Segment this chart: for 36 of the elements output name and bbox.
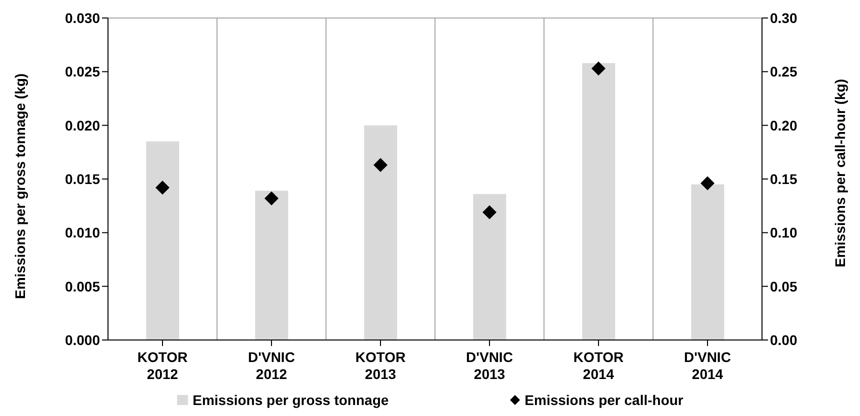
y-tick-label: 0.000 xyxy=(64,332,100,348)
legend-label: Emissions per call-hour xyxy=(524,392,684,408)
x-tick-label: D'VNIC 2012 xyxy=(248,349,295,382)
bar xyxy=(255,190,288,340)
y2-tick-label: 0.20 xyxy=(770,117,798,134)
point xyxy=(482,205,496,220)
y-axis-title: Emissions per gross tonnage (kg) xyxy=(12,73,28,299)
y-tick-label: 0.010 xyxy=(64,224,100,241)
legend-label: Emissions per gross tonnage xyxy=(192,392,389,408)
y2-tick-label: 0.05 xyxy=(770,278,798,294)
bar xyxy=(146,141,180,340)
y-tick-label: 0.025 xyxy=(64,64,100,80)
y-tick-label: 0.005 xyxy=(64,278,100,294)
x-tick-label: KOTOR 2014 xyxy=(573,349,624,382)
point xyxy=(700,176,714,190)
y2-tick-label: 0.25 xyxy=(770,64,798,80)
y2-tick-label: 0.00 xyxy=(770,332,798,348)
x-tick-label: D'VNIC 2014 xyxy=(684,349,731,382)
y-tick-label: 0.020 xyxy=(64,117,100,134)
bar xyxy=(364,125,398,340)
y2-tick-label: 0.15 xyxy=(770,170,798,187)
x-tick-label: KOTOR 2013 xyxy=(355,349,406,382)
y-tick-label: 0.015 xyxy=(64,170,100,187)
y2-axis-title: Emissions per call-hour (kg) xyxy=(832,79,848,268)
bar xyxy=(582,63,616,340)
bar xyxy=(473,194,506,340)
x-tick-label: KOTOR 2012 xyxy=(137,349,188,382)
point xyxy=(374,158,388,172)
y2-tick-label: 0.10 xyxy=(770,224,798,241)
bar xyxy=(691,184,724,340)
point xyxy=(156,180,170,195)
x-tick-label: D'VNIC 2013 xyxy=(466,349,513,382)
y2-tick-label: 0.30 xyxy=(770,10,798,26)
point xyxy=(592,61,606,76)
y-tick-label: 0.030 xyxy=(64,10,100,26)
point xyxy=(264,191,278,206)
